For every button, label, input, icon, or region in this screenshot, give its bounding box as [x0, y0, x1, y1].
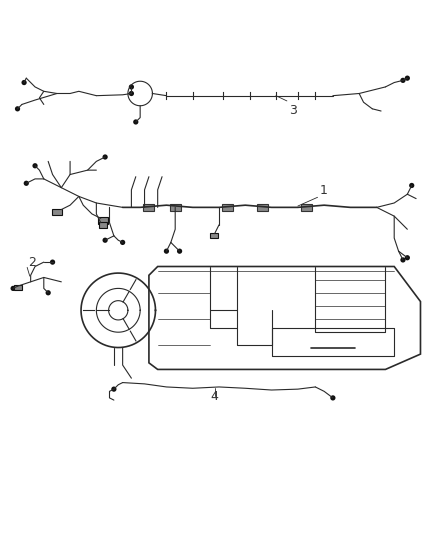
Circle shape [24, 181, 29, 186]
Circle shape [129, 91, 134, 96]
Circle shape [11, 286, 16, 291]
Bar [52, 209, 62, 215]
Bar [301, 204, 312, 211]
Circle shape [32, 163, 38, 168]
Circle shape [164, 248, 169, 254]
Circle shape [50, 260, 55, 265]
Text: 1: 1 [320, 184, 328, 197]
Text: 2: 2 [28, 256, 36, 269]
Bar [98, 217, 108, 224]
Circle shape [409, 183, 414, 188]
Circle shape [133, 119, 138, 125]
Circle shape [330, 395, 336, 400]
Bar [14, 285, 22, 290]
Bar [210, 233, 218, 238]
Bar [143, 204, 154, 211]
Circle shape [400, 78, 406, 83]
Circle shape [400, 257, 406, 263]
Circle shape [21, 80, 27, 85]
Circle shape [177, 248, 182, 254]
Bar [257, 204, 268, 211]
Bar [99, 222, 107, 228]
Bar [170, 204, 180, 211]
Circle shape [111, 386, 117, 392]
Circle shape [120, 240, 125, 245]
Circle shape [15, 106, 20, 111]
Text: 3: 3 [289, 104, 297, 117]
Text: 4: 4 [211, 390, 219, 403]
Bar [223, 204, 233, 211]
Circle shape [102, 155, 108, 159]
Circle shape [102, 238, 108, 243]
Circle shape [46, 290, 51, 295]
Circle shape [405, 76, 410, 81]
Circle shape [405, 255, 410, 260]
Circle shape [129, 84, 134, 90]
